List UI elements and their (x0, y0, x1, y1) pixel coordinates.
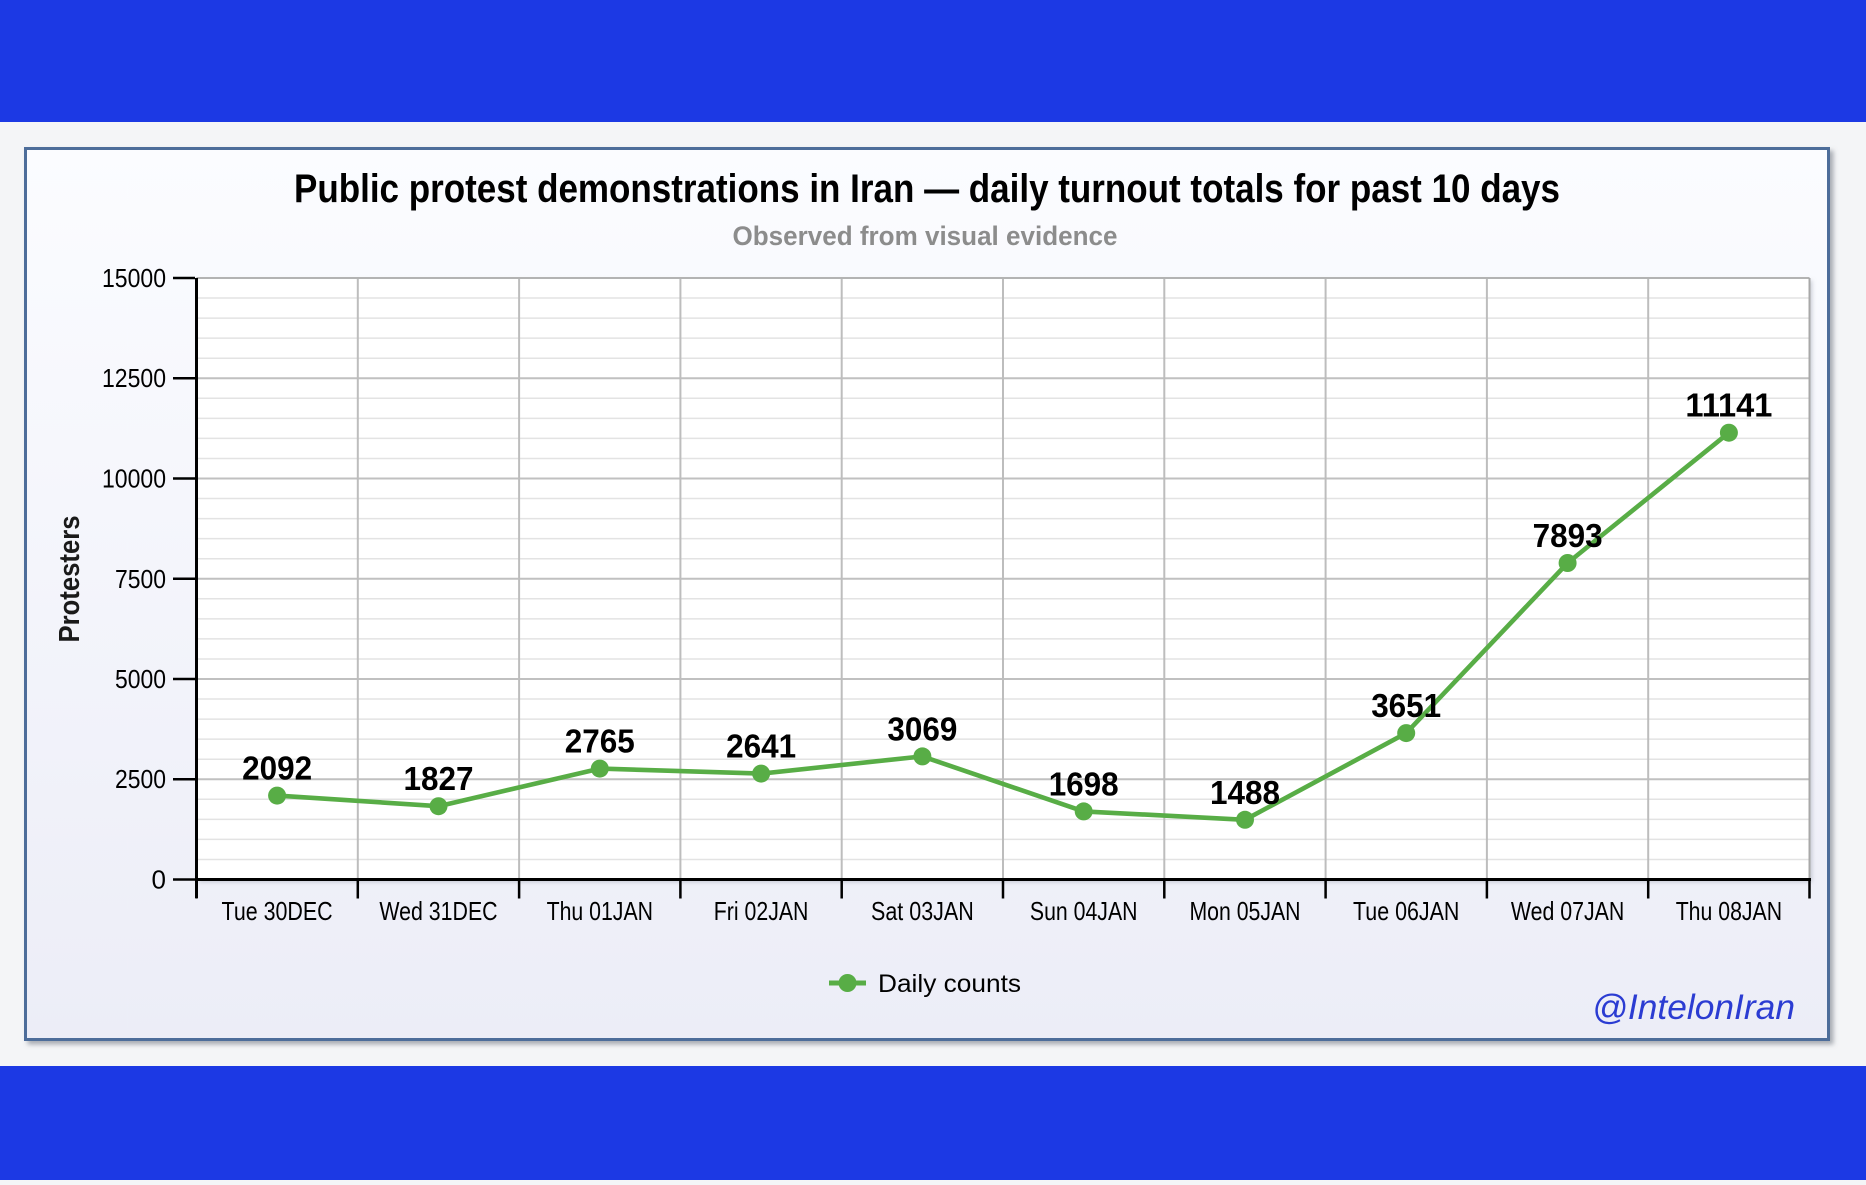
svg-text:Thu 01JAN: Thu 01JAN (547, 896, 653, 926)
svg-text:1488: 1488 (1210, 774, 1280, 811)
svg-text:7893: 7893 (1533, 517, 1603, 554)
svg-text:Wed 31DEC: Wed 31DEC (379, 896, 497, 926)
svg-text:Wed 07JAN: Wed 07JAN (1511, 896, 1625, 926)
svg-text:2092: 2092 (242, 750, 312, 787)
svg-text:Tue 30DEC: Tue 30DEC (222, 896, 333, 926)
svg-text:Mon 05JAN: Mon 05JAN (1189, 896, 1300, 926)
svg-text:0: 0 (152, 865, 166, 895)
svg-text:Sat 03JAN: Sat 03JAN (871, 896, 974, 926)
svg-text:2641: 2641 (726, 728, 796, 765)
svg-text:Thu 08JAN: Thu 08JAN (1676, 896, 1782, 926)
svg-text:2500: 2500 (115, 764, 166, 794)
svg-text:5000: 5000 (115, 664, 166, 694)
svg-text:Daily counts: Daily counts (878, 970, 1021, 998)
svg-text:Observed from visual evidence: Observed from visual evidence (733, 221, 1118, 251)
svg-text:Public protest demonstrations: Public protest demonstrations in Iran — … (294, 167, 1560, 211)
svg-text:Sun 04JAN: Sun 04JAN (1030, 896, 1138, 926)
svg-text:7500: 7500 (115, 564, 166, 594)
svg-text:3069: 3069 (887, 710, 957, 747)
svg-text:@IntelonIran: @IntelonIran (1592, 988, 1795, 1027)
svg-text:Protesters: Protesters (54, 516, 86, 643)
svg-text:15000: 15000 (102, 263, 166, 293)
svg-text:3651: 3651 (1371, 687, 1441, 724)
svg-text:Tue 06JAN: Tue 06JAN (1353, 896, 1459, 926)
svg-text:10000: 10000 (102, 464, 166, 494)
svg-text:2765: 2765 (565, 723, 635, 760)
svg-text:Fri 02JAN: Fri 02JAN (714, 896, 809, 926)
svg-text:1827: 1827 (404, 760, 474, 797)
svg-text:11141: 11141 (1685, 387, 1772, 424)
svg-text:12500: 12500 (102, 363, 166, 393)
svg-text:1698: 1698 (1049, 765, 1119, 802)
